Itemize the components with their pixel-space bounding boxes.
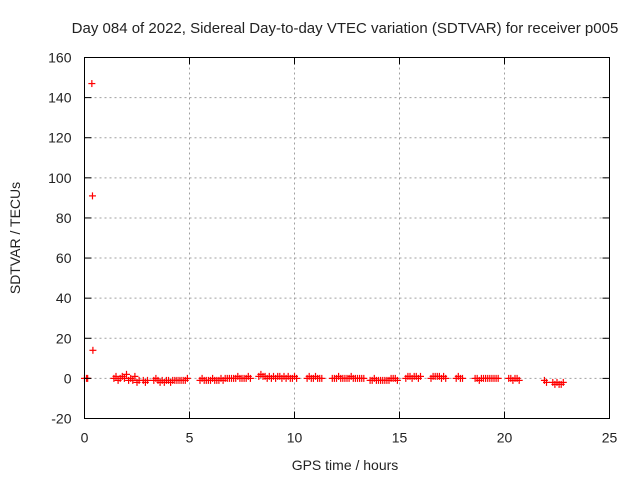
data-point [417, 372, 424, 380]
data-point [183, 374, 191, 382]
chart-title: Day 084 of 2022, Sidereal Day-to-day VTE… [72, 20, 619, 37]
x-tick-label: 0 [81, 430, 89, 446]
y-tick-label: 40 [56, 290, 72, 306]
data-point [515, 376, 523, 384]
y-tick-label: 60 [56, 250, 72, 266]
data-points [81, 80, 567, 388]
y-tick-label: 20 [56, 330, 72, 346]
y-tick-label: 160 [48, 50, 72, 66]
axis-ticks [84, 57, 610, 419]
data-point [293, 374, 301, 382]
data-point [559, 378, 567, 386]
data-point [88, 192, 96, 200]
plot-frame [84, 57, 610, 419]
x-tick-label: 20 [497, 430, 513, 446]
data-point [318, 374, 326, 382]
y-tick-label: 0 [64, 370, 72, 386]
data-point [144, 376, 151, 384]
tick-labels: 0 5 10 15 20 25 -20 0 20 40 60 80 100 120 140 160 [48, 50, 617, 446]
data-point [129, 376, 137, 384]
y-tick-label: 80 [56, 210, 72, 226]
y-tick-label: -20 [51, 411, 71, 427]
data-point [543, 378, 550, 386]
y-tick-label: 140 [48, 90, 72, 106]
data-point [131, 372, 139, 380]
x-axis-label: GPS time / hours [292, 457, 399, 473]
data-point [393, 376, 401, 384]
data-point [88, 80, 96, 88]
x-tick-label: 5 [186, 430, 194, 446]
data-point [123, 370, 130, 378]
data-point [89, 346, 97, 354]
x-tick-label: 15 [392, 430, 408, 446]
data-point [360, 374, 368, 382]
y-tick-label: 120 [48, 130, 72, 146]
y-tick-label: 100 [48, 170, 72, 186]
y-axis-label: SDTVAR / TECUs [7, 182, 23, 294]
data-point [112, 372, 120, 380]
data-point [120, 374, 128, 382]
grid [84, 57, 610, 419]
data-point [459, 374, 466, 382]
x-tick-label: 25 [602, 430, 618, 446]
data-point [442, 374, 450, 382]
data-point [246, 374, 254, 382]
data-point [494, 374, 502, 382]
x-tick-label: 10 [287, 430, 303, 446]
